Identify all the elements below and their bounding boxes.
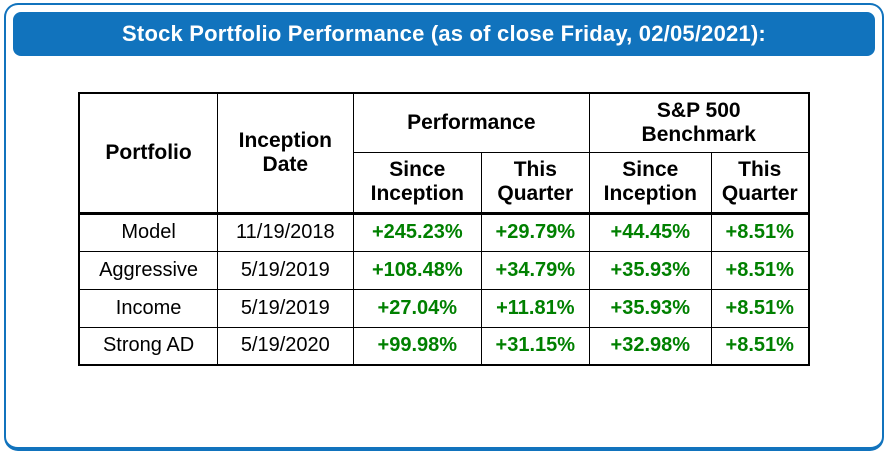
cell-perf-since-inception: +27.04% (352, 288, 482, 328)
performance-table: Portfolio Inception Date Performance S&P… (78, 92, 810, 367)
col-header-sp-since-inception-label: Since Inception (603, 158, 697, 206)
col-group-sp500-benchmark: S&P 500 Benchmark (588, 92, 810, 154)
col-header-sp-since-inception: Since Inception (588, 152, 712, 215)
cell-inception-date: 5/19/2019 (216, 288, 354, 328)
table-row: Aggressive 5/19/2019 +108.48% +34.79% +3… (78, 250, 810, 290)
table-body: Model 11/19/2018 +245.23% +29.79% +44.45… (78, 212, 810, 366)
table-header-row-groups: Portfolio Inception Date Performance S&P… (78, 92, 810, 215)
cell-portfolio: Model (78, 212, 218, 252)
table-row: Model 11/19/2018 +245.23% +29.79% +44.45… (78, 212, 810, 252)
cell-inception-date: 5/19/2020 (216, 326, 354, 366)
table-row: Strong AD 5/19/2020 +99.98% +31.15% +32.… (78, 326, 810, 366)
portfolio-performance-card: Stock Portfolio Performance (as of close… (4, 3, 884, 451)
cell-sp-since-inception: +32.98% (588, 326, 712, 366)
cell-sp-this-quarter: +8.51% (710, 326, 810, 366)
cell-sp-since-inception: +35.93% (588, 288, 712, 328)
col-header-sp-this-quarter: This Quarter (710, 152, 810, 215)
cell-perf-this-quarter: +34.79% (480, 250, 590, 290)
col-group-performance: Performance (352, 92, 590, 154)
col-header-perf-this-quarter-label: This Quarter (497, 158, 574, 206)
cell-sp-this-quarter: +8.51% (710, 250, 810, 290)
cell-inception-date: 5/19/2019 (216, 250, 354, 290)
table-header-row-sub: Since Inception This Quarter Since Incep… (79, 152, 810, 215)
cell-sp-since-inception: +35.93% (588, 250, 712, 290)
cell-sp-this-quarter: +8.51% (710, 212, 810, 252)
page-title: Stock Portfolio Performance (as of close… (13, 12, 875, 56)
cell-perf-this-quarter: +31.15% (480, 326, 590, 366)
table-header: Portfolio Inception Date Performance S&P… (78, 92, 810, 215)
col-header-portfolio: Portfolio (78, 92, 218, 215)
cell-sp-since-inception: +44.45% (588, 212, 712, 252)
cell-sp-this-quarter: +8.51% (710, 288, 810, 328)
cell-portfolio: Strong AD (78, 326, 218, 366)
cell-portfolio: Income (78, 288, 218, 328)
col-header-sp-this-quarter-label: This Quarter (721, 158, 798, 206)
cell-perf-since-inception: +99.98% (352, 326, 482, 366)
cell-perf-this-quarter: +11.81% (480, 288, 590, 328)
table-row: Income 5/19/2019 +27.04% +11.81% +35.93%… (78, 288, 810, 328)
col-group-sp500-benchmark-label: S&P 500 Benchmark (641, 99, 756, 147)
col-header-inception-date-label: Inception Date (238, 128, 332, 176)
col-header-perf-this-quarter: This Quarter (480, 152, 590, 215)
col-header-perf-since-inception-label: Since Inception (370, 158, 464, 206)
col-header-perf-since-inception: Since Inception (352, 152, 482, 215)
cell-perf-this-quarter: +29.79% (480, 212, 590, 252)
cell-perf-since-inception: +108.48% (352, 250, 482, 290)
cell-portfolio: Aggressive (78, 250, 218, 290)
cell-perf-since-inception: +245.23% (352, 212, 482, 252)
cell-inception-date: 11/19/2018 (216, 212, 354, 252)
col-header-inception-date: Inception Date (216, 92, 354, 215)
